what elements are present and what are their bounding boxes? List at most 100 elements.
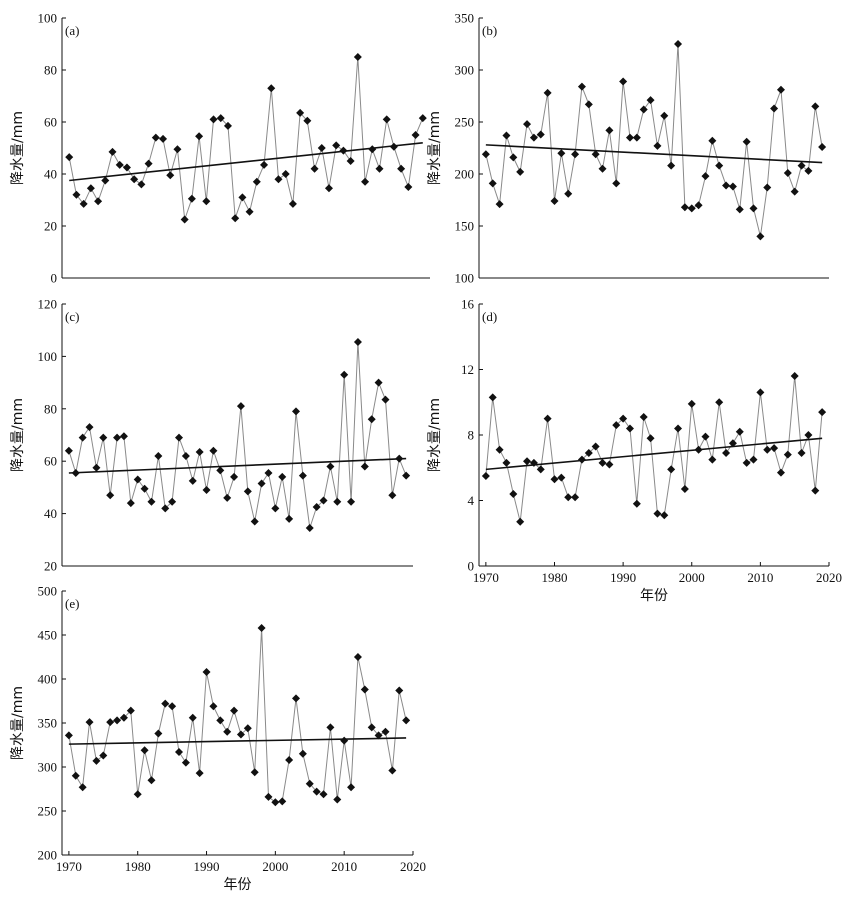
trend-line bbox=[69, 142, 423, 182]
data-point bbox=[243, 724, 252, 733]
data-point bbox=[783, 450, 792, 459]
data-point bbox=[303, 116, 312, 125]
data-point bbox=[216, 716, 225, 725]
y-tick-label: 300 bbox=[38, 760, 58, 775]
data-point bbox=[119, 713, 128, 722]
data-point bbox=[742, 458, 751, 467]
data-point bbox=[339, 146, 348, 155]
data-point bbox=[144, 159, 153, 168]
data-point bbox=[181, 758, 190, 767]
data-point bbox=[151, 133, 160, 142]
data-point bbox=[223, 121, 232, 130]
data-point bbox=[749, 455, 758, 464]
y-tick-label: 200 bbox=[38, 848, 58, 863]
data-point bbox=[147, 776, 156, 785]
data-point bbox=[550, 197, 559, 206]
data-point bbox=[687, 204, 696, 213]
data-point bbox=[577, 455, 586, 464]
x-tick-label: 1980 bbox=[541, 570, 567, 585]
data-point bbox=[271, 798, 280, 807]
panel-e: 200 250 300 350 400 450 500 1970 1980 1990 2000 201… bbox=[10, 584, 426, 894]
y-tick-label: 350 bbox=[38, 716, 58, 731]
series-line bbox=[68, 341, 407, 529]
y-tick-label: 40 bbox=[44, 506, 57, 521]
data-point bbox=[168, 702, 177, 711]
y-tick-label: 80 bbox=[44, 63, 57, 78]
data-point bbox=[550, 475, 559, 484]
data-point bbox=[133, 475, 142, 484]
data-point bbox=[326, 462, 335, 471]
data-point bbox=[209, 702, 218, 711]
x-axis-title: 年份 bbox=[224, 877, 252, 893]
data-point bbox=[236, 402, 245, 411]
x-tick-label: 2010 bbox=[747, 570, 773, 585]
data-point bbox=[674, 40, 683, 48]
y-tick-label: 12 bbox=[461, 362, 474, 377]
data-point bbox=[818, 408, 827, 417]
data-point bbox=[722, 181, 731, 190]
data-point bbox=[166, 171, 175, 180]
y-tick-label: 20 bbox=[44, 219, 57, 234]
data-point bbox=[278, 472, 287, 481]
data-point bbox=[715, 161, 724, 170]
data-point bbox=[804, 166, 813, 175]
data-point bbox=[154, 729, 163, 738]
data-point bbox=[195, 448, 204, 457]
data-point bbox=[701, 432, 710, 441]
y-tick-label: 60 bbox=[44, 115, 57, 130]
data-point bbox=[175, 433, 183, 442]
data-point bbox=[811, 486, 820, 495]
data-point bbox=[418, 114, 427, 123]
data-point bbox=[353, 337, 362, 346]
data-point bbox=[776, 468, 785, 477]
panel-b: 100 150 200 250 300 350 (b) 降水量/mm bbox=[427, 11, 829, 286]
y-tick-label: 300 bbox=[455, 63, 475, 78]
y-tick-label: 8 bbox=[468, 428, 475, 443]
y-tick-label: 200 bbox=[455, 167, 475, 182]
data-point bbox=[278, 797, 287, 806]
data-point bbox=[180, 215, 189, 224]
data-point bbox=[312, 503, 321, 512]
trend-line bbox=[68, 737, 407, 745]
data-point bbox=[79, 199, 88, 208]
data-point bbox=[536, 465, 545, 474]
data-point bbox=[347, 497, 356, 506]
data-point bbox=[402, 471, 411, 480]
data-point bbox=[310, 164, 319, 173]
data-point bbox=[591, 442, 600, 451]
data-point bbox=[742, 137, 751, 146]
data-point bbox=[72, 190, 81, 199]
data-point bbox=[361, 177, 370, 186]
y-tick-label: 60 bbox=[44, 454, 57, 469]
data-point bbox=[250, 768, 259, 777]
data-point bbox=[92, 463, 101, 472]
data-point bbox=[529, 458, 538, 467]
data-point bbox=[71, 771, 80, 780]
data-point bbox=[804, 431, 813, 439]
data-point bbox=[209, 115, 218, 124]
y-tick-label: 0 bbox=[51, 271, 58, 286]
data-point bbox=[188, 713, 197, 722]
data-point bbox=[557, 473, 566, 482]
data-point bbox=[481, 471, 490, 480]
data-point bbox=[381, 395, 390, 404]
data-point bbox=[223, 727, 232, 736]
y-tick-label: 350 bbox=[455, 11, 475, 26]
data-point bbox=[231, 214, 240, 223]
data-point bbox=[202, 486, 211, 495]
data-point bbox=[126, 499, 135, 508]
data-point bbox=[292, 407, 300, 416]
data-point bbox=[257, 623, 266, 632]
data-point bbox=[543, 88, 552, 97]
data-point bbox=[619, 414, 628, 423]
data-point bbox=[64, 731, 73, 740]
data-point bbox=[147, 497, 156, 506]
data-point bbox=[687, 399, 696, 408]
data-point bbox=[126, 706, 135, 715]
x-tick-label: 2020 bbox=[816, 570, 842, 585]
data-point bbox=[113, 716, 122, 725]
trend-line bbox=[68, 457, 407, 474]
data-point bbox=[790, 372, 799, 381]
data-point bbox=[106, 491, 115, 500]
x-tick-label: 2010 bbox=[331, 859, 357, 874]
